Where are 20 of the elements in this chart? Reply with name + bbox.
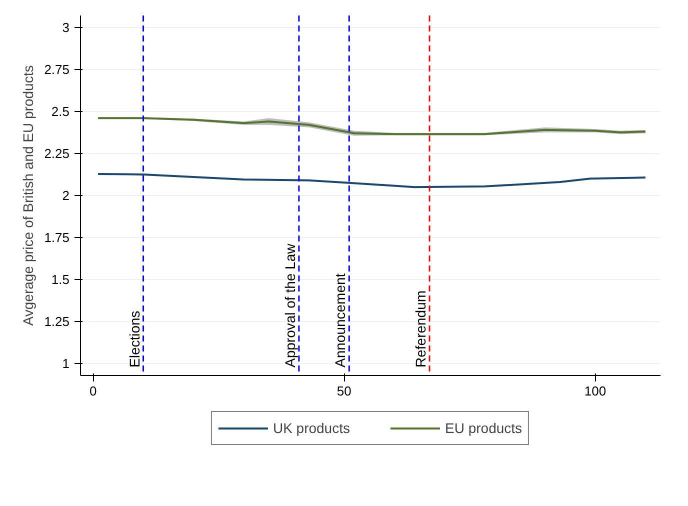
y-tick-label: 1.5 (51, 272, 70, 288)
y-tick-label: 2.25 (44, 146, 70, 161)
y-tick-label: 1.75 (44, 230, 70, 246)
ref-line-label: Approval of the Law (282, 242, 298, 368)
x-tick-label: 50 (336, 384, 352, 398)
legend-label: EU products (445, 420, 522, 436)
y-tick-label: 2.5 (51, 104, 70, 119)
legend-label: UK products (272, 420, 350, 436)
y-tick-label: 2 (62, 188, 70, 203)
line-series (97, 172, 646, 188)
ref-line-label: Elections (126, 310, 142, 368)
y-tick-label: 3 (62, 20, 70, 35)
y-tick-label: 2.75 (44, 62, 70, 77)
y-tick-label: 1.25 (44, 314, 70, 330)
x-tick-label: 0 (89, 384, 97, 398)
ref-line-label: Announcement (332, 273, 348, 368)
y-axis-title: Avgerage price of British and EU products (20, 65, 36, 326)
y-tick-label: 1 (62, 356, 70, 372)
ref-line-label: Referendum (412, 290, 429, 368)
x-tick-label: 100 (584, 384, 606, 398)
